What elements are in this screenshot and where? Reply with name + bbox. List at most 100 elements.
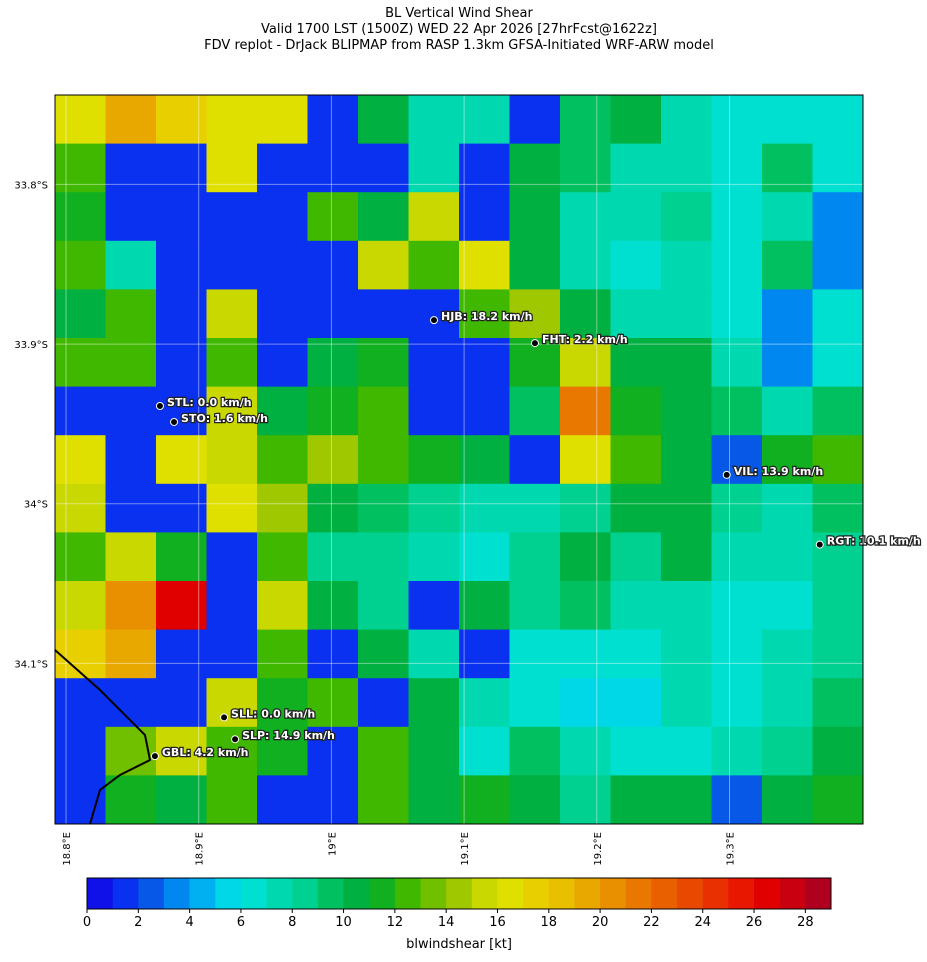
cell [408,289,460,339]
cell [459,143,510,193]
cell [661,629,712,679]
y-tick-label: 34.1°S [14,659,48,670]
cell [509,775,561,825]
cell [206,726,258,776]
cell [358,629,409,679]
colorbar-tick-label: 24 [694,915,711,930]
colorbar: 0 2 4 6 8 10 12 14 16 18 20 22 24 26 28 [83,877,832,930]
cell [560,726,611,776]
cell [307,726,359,776]
colorbar-tick-label: 18 [541,915,558,930]
station-label: GBL: 4.2 km/h [162,746,249,759]
colorbar-tick-label: 12 [387,915,404,930]
station-marker [155,402,164,411]
colorbar-tick-label: 8 [288,915,296,930]
station-marker [220,713,229,722]
cell [358,386,409,436]
cell [812,483,864,533]
colorbar-segment [112,878,139,909]
cell [812,386,864,436]
cell [408,532,460,582]
cell [610,289,662,339]
colorbar-segment [240,878,268,909]
x-tick-label: 19.3°E [726,832,737,866]
station-label: RGT: 10.1 km/h [827,535,921,548]
cell [105,386,157,436]
cell [509,629,561,679]
cell [762,289,813,339]
cell [812,289,864,339]
station-marker [530,339,539,348]
cell [711,532,763,582]
cell [560,95,611,145]
colorbar-tick-label: 16 [489,915,506,930]
cell [560,581,611,631]
cell [560,289,611,339]
cell [762,629,813,679]
cell [55,143,106,193]
cell [156,775,207,825]
cell [408,726,460,776]
station-label: FHT: 2.2 km/h [542,333,628,346]
cell [711,192,763,242]
colorbar-segment [702,878,729,909]
subtitle: Valid 1700 LST (1500Z) WED 22 Apr 2026 [… [261,22,657,37]
cell [358,143,409,193]
cell [156,629,207,679]
cell [156,678,207,728]
colorbar-tick-label: 22 [643,915,660,930]
cell [156,483,207,533]
x-tick-label: 19.1°E [460,832,471,866]
cell [812,338,864,388]
cell [55,581,106,631]
cell [610,726,662,776]
cell [105,532,157,582]
cell [459,192,510,242]
cell [55,483,106,533]
colorbar-segment [215,878,242,909]
colorbar-segment [317,878,345,909]
cell [358,775,409,825]
colorbar-segment [446,878,473,909]
cell [812,532,864,582]
station-marker [722,470,731,479]
cell [459,726,510,776]
cell [408,775,460,825]
colorbar-segment [651,878,678,909]
station-marker [231,735,240,744]
cell [610,581,662,631]
cell [711,435,763,485]
cell [560,143,611,193]
x-tick-label: 19.2°E [593,832,604,866]
colorbar-tick-label: 6 [237,915,245,930]
cell [560,629,611,679]
cell [661,240,712,290]
cell [762,338,813,388]
cell [206,483,258,533]
cell [156,386,207,436]
cell [206,338,258,388]
cell [307,532,359,582]
cell [812,240,864,290]
cell [762,435,813,485]
y-tick-label: 33.9°S [14,340,48,351]
cell [560,775,611,825]
cell [711,386,763,436]
cell [206,678,258,728]
cell [105,95,157,145]
cell [55,386,106,436]
cell [358,240,409,290]
cell [459,386,510,436]
cell [711,775,763,825]
cell [105,143,157,193]
cell [307,192,359,242]
cell [762,95,813,145]
cell [156,192,207,242]
axes: 18.8°E 18.9°E 19°E 19.1°E 19.2°E 19.3°E 33.8°S… [14,180,736,865]
cell [156,338,207,388]
coastline [54,649,152,825]
colorbar-label: blwindshear [kt] [406,937,512,952]
cell [307,386,359,436]
cell [661,143,712,193]
station-marker [170,417,179,426]
